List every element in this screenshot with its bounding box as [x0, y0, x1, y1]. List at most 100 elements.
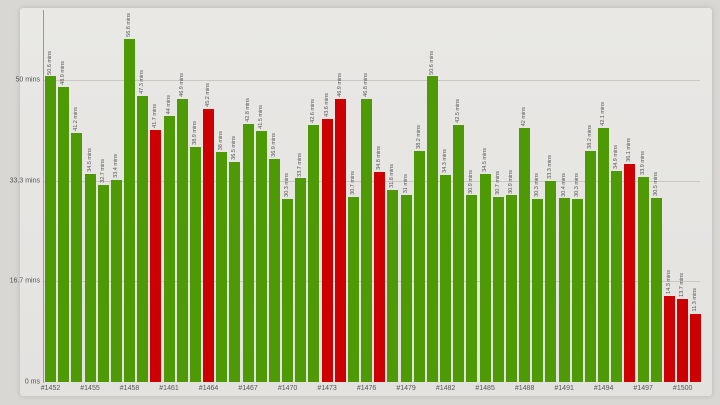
bar-value-label: 41.7 mins: [152, 104, 159, 129]
bar-build-1457[interactable]: 33.4 mins: [110, 154, 122, 382]
bar-build-1489[interactable]: 30.3 mins: [532, 173, 544, 382]
x-tick-label: #1491: [554, 385, 574, 392]
bar-value-label: 33.3 mins: [547, 155, 554, 179]
bar-value-label: 32.7 mins: [99, 158, 106, 183]
bar-value-label: 45.2 mins: [205, 83, 212, 107]
bar-build-1487[interactable]: 30.9 mins: [505, 170, 517, 382]
x-tick-label: #1470: [277, 385, 298, 392]
bar-value-label: 30.9 mins: [468, 169, 475, 194]
bar-build-1486[interactable]: 30.7 mins: [492, 171, 504, 382]
bar-build-1471[interactable]: 33.7 mins: [295, 153, 307, 382]
bar-value-label: 50.6 mins: [428, 50, 435, 75]
x-tick-label: #1494: [593, 385, 614, 392]
bar-build-1459[interactable]: 47.3 mins: [137, 70, 149, 382]
x-tick-label: #1476: [356, 385, 377, 392]
bar-value-label: 38.2 mins: [415, 125, 422, 150]
bar-build-1473[interactable]: 43.6 mins: [321, 93, 333, 382]
bar-value-label: 36.9 mins: [270, 133, 277, 158]
bar-value-label: 34.8 mins: [376, 145, 383, 170]
bar-value-label: 41.2 mins: [73, 107, 80, 132]
bar-build-1456[interactable]: 32.7 mins: [97, 159, 109, 382]
bar-build-1475[interactable]: 30.7 mins: [347, 171, 359, 382]
x-tick-label: #1488: [514, 385, 535, 392]
y-tick-label: 16.7 mins: [9, 277, 40, 285]
bar-build-1474[interactable]: 46.9 mins: [334, 73, 346, 382]
bar-value-label: 46.8 mins: [363, 73, 370, 98]
bar-value-label: 34.5 mins: [86, 147, 93, 172]
bar-value-label: 42.5 mins: [455, 99, 462, 124]
bar-build-1454[interactable]: 41.2 mins: [71, 107, 83, 382]
bar-value-label: 42.8 mins: [244, 97, 251, 122]
bar-value-label: 13.7 mins: [679, 273, 686, 298]
bar-build-1464[interactable]: 45.2 mins: [203, 83, 215, 382]
y-tick-label: 50 mins: [15, 76, 40, 84]
bar-value-label: 14.3 mins: [665, 269, 672, 294]
bar-build-1500[interactable]: 13.7 mins: [677, 273, 689, 382]
bar-build-1468[interactable]: 41.5 mins: [255, 105, 267, 382]
y-axis: [43, 10, 44, 383]
bar-build-1477[interactable]: 34.8 mins: [374, 146, 386, 382]
bar-value-label: 42 mins: [521, 107, 528, 127]
bar-build-1492[interactable]: 30.3 mins: [571, 173, 583, 382]
bar-build-1491[interactable]: 30.4 mins: [558, 173, 570, 382]
bar-value-label: 31 mins: [402, 173, 409, 193]
bar-value-label: 33.7 mins: [297, 152, 304, 177]
bar-build-1469[interactable]: 36.9 mins: [268, 133, 280, 382]
bar-value-label: 56.8 mins: [126, 13, 133, 37]
bar-build-1495[interactable]: 34.9 mins: [611, 145, 623, 382]
bar-build-1483[interactable]: 42.5 mins: [453, 99, 465, 382]
bar-value-label: 30.7 mins: [349, 170, 356, 195]
x-tick-label: #1473: [317, 385, 337, 392]
bar-build-1479[interactable]: 31 mins: [400, 174, 412, 382]
bar-value-label: 42.6 mins: [310, 98, 317, 123]
bar-value-label: 34.5 mins: [481, 147, 488, 172]
x-tick-label: #1485: [475, 385, 495, 392]
bar-build-1463[interactable]: 38.9 mins: [189, 121, 201, 382]
bar-build-1472[interactable]: 42.6 mins: [308, 99, 320, 382]
bar-build-1466[interactable]: 36.5 mins: [229, 136, 241, 382]
bar-value-label: 30.3 mins: [573, 173, 580, 197]
bar-build-1465[interactable]: 38 mins: [216, 131, 228, 382]
bar-build-1494[interactable]: 42.1 mins: [598, 102, 610, 382]
bar-build-1455[interactable]: 34.5 mins: [84, 148, 96, 382]
bar-build-1498[interactable]: 30.5 mins: [650, 172, 662, 382]
bar-build-1496[interactable]: 36.1 mins: [624, 138, 636, 382]
bar-build-1480[interactable]: 38.2 mins: [413, 125, 425, 382]
bar-build-1484[interactable]: 30.9 mins: [466, 170, 478, 382]
bar-value-label: 36.5 mins: [231, 135, 238, 160]
bar-build-1467[interactable]: 42.8 mins: [242, 98, 254, 382]
bar-build-1452[interactable]: 50.6 mins: [45, 51, 56, 382]
x-tick-label: #1500: [672, 385, 693, 392]
bar-build-1482[interactable]: 34.3 mins: [440, 149, 452, 382]
bar-build-1481[interactable]: 50.6 mins: [426, 51, 438, 382]
bar-value-label: 38.9 mins: [191, 121, 198, 146]
bar-build-1470[interactable]: 30.3 mins: [282, 173, 294, 382]
x-tick-label: #1452: [40, 385, 61, 392]
bar-build-1485[interactable]: 34.5 mins: [479, 148, 491, 382]
x-tick-label: #1464: [198, 385, 219, 392]
bar-build-1453[interactable]: 48.9 mins: [58, 61, 70, 382]
x-tick-label: #1482: [435, 385, 456, 392]
bar-build-1499[interactable]: 14.3 mins: [663, 270, 675, 382]
x-tick-label: #1458: [119, 385, 140, 392]
bar-build-1460[interactable]: 41.7 mins: [150, 104, 162, 382]
bar-value-label: 38 mins: [218, 131, 225, 151]
bar-build-1478[interactable]: 31.8 mins: [387, 164, 399, 382]
bar-value-label: 30.9 mins: [507, 169, 514, 194]
bar-build-1493[interactable]: 38.2 mins: [584, 125, 596, 382]
bar-build-1497[interactable]: 33.9 mins: [637, 151, 649, 382]
bar-value-label: 33.4 mins: [112, 154, 119, 179]
bar-build-1501[interactable]: 11.3 mins: [690, 288, 702, 382]
bar-build-1458[interactable]: 56.8 mins: [124, 13, 136, 382]
bar-build-1476[interactable]: 46.8 mins: [361, 73, 373, 382]
bar-value-label: 33.9 mins: [639, 151, 646, 176]
bar-build-1461[interactable]: 44 mins: [163, 95, 175, 382]
bar-build-1488[interactable]: 42 mins: [519, 107, 531, 382]
bar-value-label: 42.1 mins: [600, 101, 607, 126]
bar-build-1490[interactable]: 33.3 mins: [545, 155, 557, 382]
bar-value-label: 30.5 mins: [652, 171, 659, 196]
bar-build-1462[interactable]: 46.9 mins: [176, 73, 188, 382]
y-tick-label: 33.3 mins: [9, 177, 40, 185]
bar-value-label: 46.9 mins: [336, 72, 343, 97]
bar-value-label: 36.1 mins: [626, 138, 633, 162]
